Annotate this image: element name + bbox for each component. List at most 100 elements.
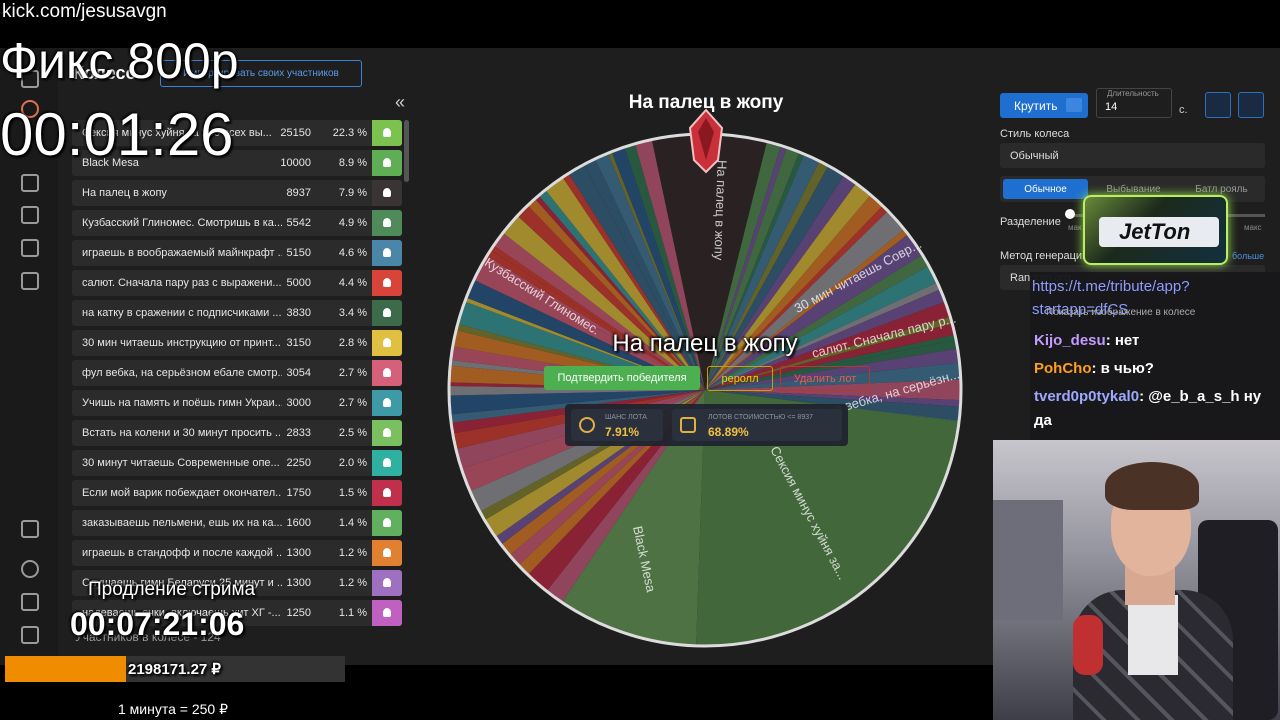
lot-amount: 3054 bbox=[286, 367, 311, 379]
lot-action[interactable] bbox=[372, 360, 402, 386]
stat-icon bbox=[680, 417, 696, 433]
icon[interactable] bbox=[21, 239, 39, 257]
lot-action[interactable] bbox=[372, 120, 402, 146]
lot-amount: 3830 bbox=[286, 307, 311, 319]
lot-action[interactable] bbox=[372, 330, 402, 356]
lot-row: заказываешь пельмени, ешь их на ка... 160… bbox=[72, 510, 402, 536]
wheel-slice bbox=[466, 279, 705, 390]
sponsor-logo: JetTon bbox=[1119, 219, 1191, 244]
lot-amount: 2250 bbox=[286, 457, 311, 469]
lot-action[interactable] bbox=[372, 210, 402, 236]
lot-row: Если мой варик побеждает окончател... 175… bbox=[72, 480, 402, 506]
lot-action[interactable] bbox=[372, 420, 402, 446]
chat-text: : @e_b_a_s_h ну да bbox=[1034, 388, 1262, 429]
icon[interactable] bbox=[21, 272, 39, 290]
wheel-slice bbox=[502, 215, 705, 390]
lot-icon bbox=[383, 578, 391, 587]
wheel-slice bbox=[705, 154, 820, 390]
wheel-slice bbox=[473, 263, 705, 390]
lot-share: 22.3 % bbox=[332, 127, 367, 139]
lot-action[interactable] bbox=[372, 480, 402, 506]
webcam-mic bbox=[1073, 615, 1103, 675]
lot-icon bbox=[383, 308, 391, 317]
style-label: Стиль колеса bbox=[1000, 128, 1070, 140]
wheel-slice bbox=[705, 379, 961, 401]
wheel-slice bbox=[568, 164, 705, 390]
lot-name: салют. Сначала пару раз с выражени... bbox=[82, 277, 282, 289]
icon[interactable] bbox=[21, 560, 39, 578]
mode-tab[interactable]: Обычное bbox=[1003, 179, 1088, 199]
lot-action[interactable] bbox=[372, 570, 402, 596]
lot-amount: 10000 bbox=[280, 157, 311, 169]
extension-title: Продление стрима bbox=[88, 579, 256, 600]
spin-button[interactable]: Крутить bbox=[1000, 93, 1088, 118]
lot-icon bbox=[383, 128, 391, 137]
lot-share: 2.7 % bbox=[338, 397, 367, 409]
lot-amount: 5000 bbox=[286, 277, 311, 289]
lot-share: 2.5 % bbox=[338, 427, 367, 439]
lot-action[interactable] bbox=[372, 600, 402, 626]
lot-name: Black Mesa bbox=[82, 157, 139, 169]
lot-action[interactable] bbox=[372, 510, 402, 536]
lot-action[interactable] bbox=[372, 270, 402, 296]
lot-action[interactable] bbox=[372, 540, 402, 566]
dice-button[interactable] bbox=[1205, 92, 1231, 118]
delete-button[interactable]: Удалить лот bbox=[780, 366, 870, 391]
wheel-slice bbox=[449, 385, 705, 396]
music-button[interactable] bbox=[1238, 92, 1264, 118]
icon[interactable] bbox=[21, 70, 39, 88]
spin-menu[interactable] bbox=[1066, 98, 1082, 112]
lot-amount: 8937 bbox=[286, 187, 311, 199]
import-button[interactable]: Импортировать своих участников bbox=[160, 60, 362, 87]
stat-value: 7.91% bbox=[605, 425, 640, 439]
slider-knob[interactable] bbox=[1065, 209, 1075, 219]
chat-text: : в чью? bbox=[1091, 360, 1154, 377]
lot-action[interactable] bbox=[372, 450, 402, 476]
chat-link[interactable]: https://t.me/tribute/app? bbox=[1032, 278, 1190, 295]
mode-tab[interactable]: Выбывание bbox=[1106, 183, 1161, 195]
image-toggle[interactable]: Показать изображение в колесе bbox=[1046, 307, 1196, 318]
wheel-slice bbox=[705, 316, 953, 390]
icon[interactable] bbox=[21, 174, 39, 192]
icon[interactable] bbox=[21, 520, 39, 538]
icon[interactable] bbox=[21, 626, 39, 644]
wheel-slice bbox=[705, 339, 958, 390]
style-select[interactable]: Обычный bbox=[1000, 143, 1265, 168]
chat-link[interactable]: startapp=dfCS bbox=[1032, 301, 1129, 318]
chat-user: PohCho bbox=[1034, 360, 1092, 377]
lot-action[interactable] bbox=[372, 150, 402, 176]
wheel-slice bbox=[538, 189, 705, 390]
spin-label: Крутить bbox=[1014, 98, 1058, 113]
lot-action[interactable] bbox=[372, 300, 402, 326]
wheel-slice bbox=[705, 348, 960, 390]
split-min: мак bbox=[1068, 223, 1082, 232]
icon[interactable] bbox=[21, 593, 39, 611]
lot-name: надеваешь очки, включаешь хит ХГ -... bbox=[82, 607, 281, 619]
lot-action[interactable] bbox=[372, 390, 402, 416]
method-more[interactable]: больше bbox=[1232, 251, 1265, 261]
lot-action[interactable] bbox=[372, 240, 402, 266]
price-text: Фикс 800р bbox=[0, 33, 239, 89]
lot-row: играешь в воображаемый майнкрафт ... 5150… bbox=[72, 240, 402, 266]
lot-action[interactable] bbox=[372, 180, 402, 206]
wheel-slice bbox=[545, 177, 705, 390]
wheel-slice bbox=[486, 249, 705, 390]
lot-name: Если мой варик побеждает окончател... bbox=[82, 487, 282, 499]
duration-input[interactable]: Длительность 14 bbox=[1096, 88, 1172, 118]
collapse-button[interactable]: « bbox=[395, 92, 406, 112]
reroll-button[interactable]: реролл bbox=[707, 366, 773, 391]
lot-icon bbox=[383, 518, 391, 527]
wheel-slice bbox=[705, 152, 805, 390]
mode-tab[interactable]: Батл рояль bbox=[1195, 183, 1248, 195]
wheel-slice bbox=[611, 147, 705, 390]
wheel-slice bbox=[705, 229, 909, 390]
confirm-button[interactable]: Подтвердить победителя bbox=[544, 366, 700, 390]
lot-row: Сексия минус хуйня за 150 всех вы... 2515… bbox=[72, 120, 402, 146]
icon[interactable] bbox=[21, 100, 39, 118]
wheel-slice bbox=[561, 390, 705, 646]
slice-label: На палец в жопу bbox=[711, 160, 730, 261]
icon[interactable] bbox=[21, 206, 39, 224]
lot-icon bbox=[383, 458, 391, 467]
wheel-slice bbox=[594, 153, 705, 390]
lot-icon bbox=[383, 428, 391, 437]
